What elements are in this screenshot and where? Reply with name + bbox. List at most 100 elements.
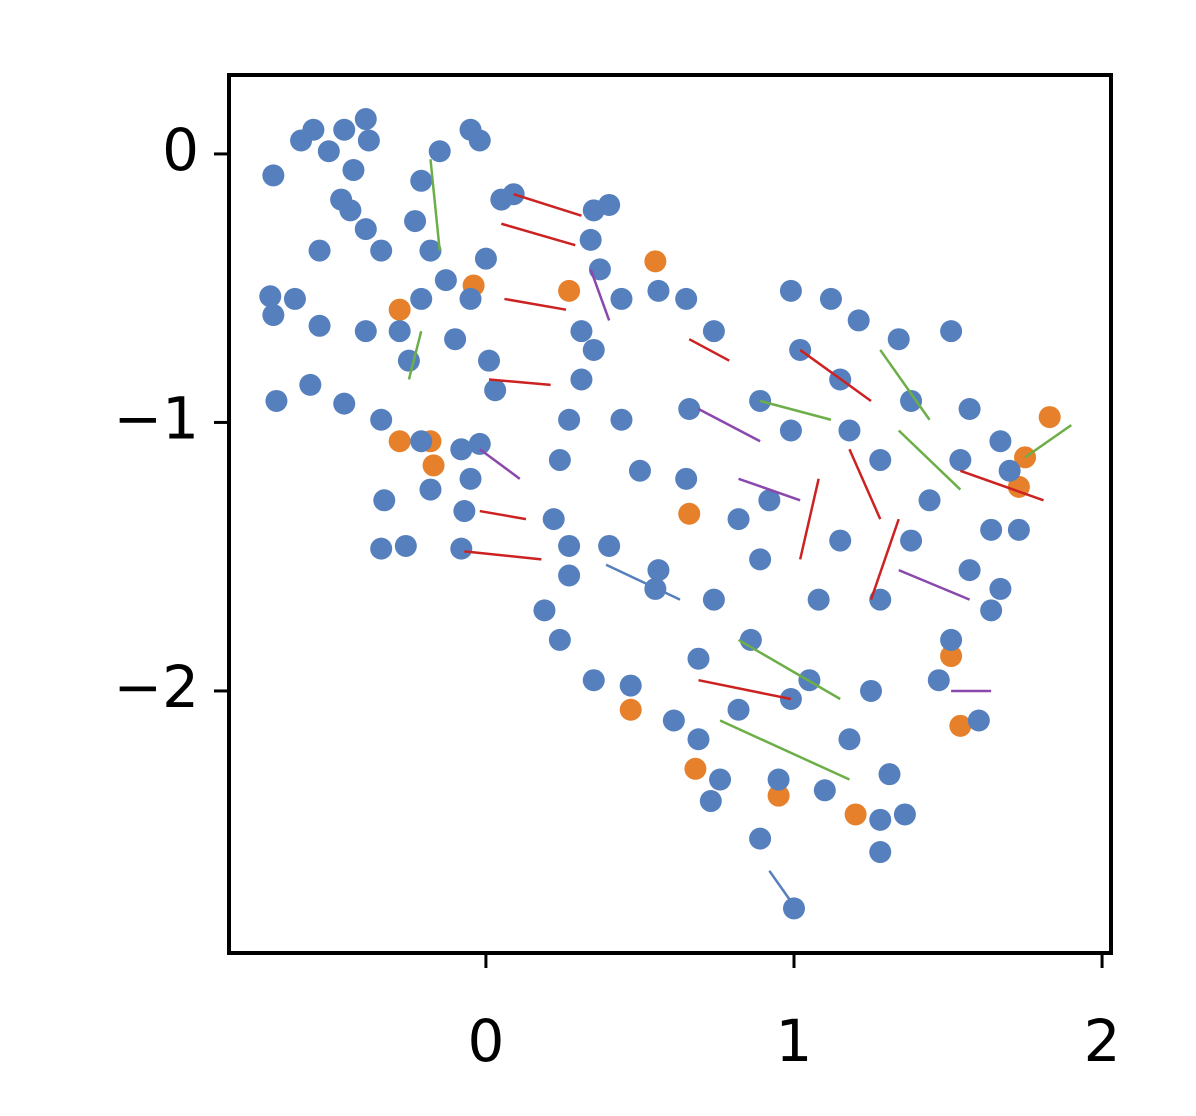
point [333,118,356,141]
point [949,449,972,472]
point [767,768,790,791]
point [675,467,698,490]
plot-area [259,108,1072,920]
point [558,279,581,302]
point [354,320,377,343]
point [647,559,670,582]
segment [698,678,792,701]
segment [605,563,681,601]
point [860,679,883,702]
segment [848,448,882,520]
point [373,489,396,512]
point [869,588,892,611]
point [900,529,923,552]
point [699,790,722,813]
point [558,534,581,557]
point [869,449,892,472]
point [283,287,306,310]
point [998,459,1021,482]
segment [513,193,582,217]
point [354,218,377,241]
point [357,129,380,152]
point [419,239,442,262]
segment [464,550,542,561]
point [878,763,901,786]
point [949,714,972,737]
point [940,628,963,651]
segment [897,429,962,491]
segment [869,518,900,601]
point [739,628,762,651]
point [675,287,698,310]
point [1038,406,1061,429]
x-tick-label: 1 [776,1007,813,1075]
point [989,577,1012,600]
point [542,508,565,531]
point [927,669,950,692]
point [419,478,442,501]
point [342,159,365,182]
point [450,438,473,461]
point [749,827,772,850]
point [940,320,963,343]
point [548,628,571,651]
segment [589,268,611,321]
point [610,408,633,431]
axes-frame [227,73,1113,955]
point [474,247,497,270]
point [388,320,411,343]
point [1007,518,1030,541]
segment [488,378,551,387]
point [702,588,725,611]
point [333,392,356,415]
point [893,803,916,826]
point [444,328,467,351]
segment [798,478,820,560]
point [422,454,445,477]
point [610,287,633,310]
point [598,193,621,216]
segment [719,719,850,781]
point [450,537,473,560]
point [619,674,642,697]
point [582,669,605,692]
point [410,430,433,453]
segment [479,448,521,480]
segment [799,348,872,402]
point [709,768,732,791]
segment [407,330,423,380]
point [299,373,322,396]
segment [768,870,796,907]
x-tick-label: 0 [467,1007,504,1075]
point [619,698,642,721]
point [579,228,602,251]
point [262,164,285,187]
segment [504,297,567,311]
segment [898,568,971,601]
point [980,518,1003,541]
point [727,698,750,721]
y-tick-label: −1 [114,385,200,453]
segment [738,477,801,502]
point [869,808,892,831]
segment [737,638,841,701]
point [702,320,725,343]
point [958,559,981,582]
point [317,140,340,163]
point [989,430,1012,453]
point [302,118,325,141]
point [558,408,581,431]
point [838,728,861,751]
segment [697,407,761,443]
segment [879,349,931,421]
x-tick-label: 2 [1084,1007,1121,1075]
point [404,210,427,233]
point [468,432,491,455]
point [570,320,593,343]
point [548,449,571,472]
point [308,239,331,262]
point [813,779,836,802]
segment [688,338,730,362]
segment [759,399,832,421]
point [779,279,802,302]
